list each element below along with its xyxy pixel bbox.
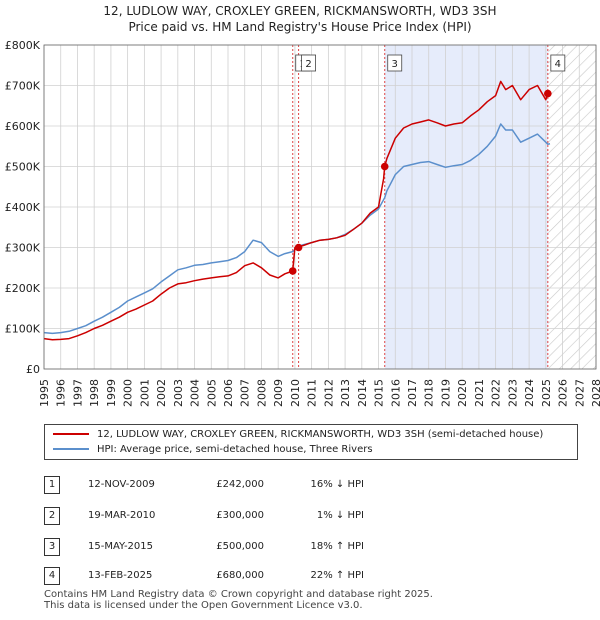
x-tick-label: 2007	[239, 379, 252, 407]
x-tick-label: 2017	[406, 379, 419, 407]
chart-title: 12, LUDLOW WAY, CROXLEY GREEN, RICKMANSW…	[103, 4, 497, 18]
sale-point	[288, 267, 297, 275]
sale-point	[294, 243, 303, 252]
y-tick-label: £200K	[5, 282, 41, 295]
sale-marker-box	[301, 54, 316, 72]
x-tick-label: 2011	[306, 379, 319, 407]
chart-legend: 12, LUDLOW WAY, CROXLEY GREEN, RICKMANSW…	[44, 424, 578, 460]
x-tick-label: 1998	[88, 379, 101, 407]
x-tick-label: 2015	[373, 379, 386, 407]
sale-price: £500,000	[216, 541, 264, 552]
sale-number-badge: 2	[44, 507, 60, 525]
y-tick-label: £100K	[5, 323, 41, 336]
legend-item-hpi: HPI: Average price, semi-detached house,…	[53, 443, 373, 457]
sale-number-badge: 1	[44, 476, 60, 494]
property-price-line	[43, 80, 549, 341]
plot-border	[43, 44, 597, 370]
sale-price: £680,000	[216, 570, 264, 581]
legend-label-property: 12, LUDLOW WAY, CROXLEY GREEN, RICKMANSW…	[97, 429, 544, 440]
x-tick-label: 2006	[222, 379, 235, 407]
sale-date: 19-MAR-2010	[88, 510, 156, 521]
sale-date: 13-FEB-2025	[88, 570, 153, 581]
sale-point	[380, 162, 389, 171]
x-tick-label: 2026	[557, 379, 570, 407]
x-tick-label: 2008	[255, 379, 268, 407]
sale-hpi-diff: 22% ↑ HPI	[310, 570, 364, 581]
y-tick-label: £500K	[5, 161, 41, 174]
sale-date: 15-MAY-2015	[88, 541, 154, 552]
footer-copyright: Contains HM Land Registry data © Crown c…	[44, 589, 433, 600]
x-tick-label: 2001	[138, 379, 151, 407]
y-tick-label: £0	[26, 363, 40, 376]
legend-item-property: 12, LUDLOW WAY, CROXLEY GREEN, RICKMANSW…	[53, 428, 543, 442]
x-tick-label: 2013	[339, 379, 352, 407]
x-tick-label: 2019	[439, 379, 452, 407]
x-tick-label: 2004	[189, 379, 202, 407]
sale-hpi-diff: 16% ↓ HPI	[310, 479, 364, 490]
x-tick-label: 2010	[289, 379, 302, 407]
sale-hpi-diff: 1% ↓ HPI	[316, 510, 364, 521]
sale-date: 12-NOV-2009	[88, 479, 155, 490]
x-tick-label: 1997	[71, 379, 84, 407]
x-tick-label: 2016	[389, 379, 402, 407]
sale-marker-label: 3	[392, 59, 398, 70]
sale-number-badge: 3	[44, 538, 60, 556]
x-tick-label: 2024	[523, 379, 536, 407]
x-tick-label: 1995	[38, 379, 51, 407]
y-tick-label: £800K	[5, 39, 41, 52]
legend-swatch-property	[53, 433, 89, 435]
sale-hpi-diff: 18% ↑ HPI	[310, 541, 364, 552]
x-tick-label: 2005	[205, 379, 218, 407]
x-tick-label: 2012	[322, 379, 335, 407]
sale-price: £242,000	[216, 479, 264, 490]
x-tick-label: 2027	[573, 379, 586, 407]
legend-label-hpi: HPI: Average price, semi-detached house,…	[97, 444, 373, 455]
footer-licence: This data is licensed under the Open Gov…	[44, 600, 363, 611]
y-tick-label: £700K	[5, 80, 41, 93]
sale-marker-label: 4	[555, 59, 561, 70]
x-tick-label: 1996	[55, 379, 68, 407]
legend-swatch-hpi	[53, 448, 89, 450]
sale-point	[544, 89, 552, 98]
y-tick-label: £400K	[5, 201, 41, 214]
x-tick-label: 1999	[105, 379, 118, 407]
x-tick-label: 2009	[272, 379, 285, 407]
sale-price: £300,000	[216, 510, 264, 521]
x-tick-label: 2028	[590, 379, 600, 407]
sale-number-badge: 4	[44, 567, 60, 585]
y-tick-label: £600K	[5, 120, 41, 133]
x-tick-label: 2014	[356, 379, 369, 407]
x-tick-label: 2000	[122, 379, 135, 407]
x-tick-label: 2023	[506, 379, 519, 407]
x-tick-label: 2021	[473, 379, 486, 407]
sale-marker-box	[387, 54, 403, 72]
x-tick-label: 2022	[490, 379, 503, 407]
x-tick-label: 2025	[540, 379, 553, 407]
chart-subtitle: Price paid vs. HM Land Registry's House …	[128, 20, 472, 34]
x-tick-label: 2020	[456, 379, 469, 407]
x-tick-label: 2003	[172, 379, 185, 407]
sale-marker-label: 2	[305, 59, 311, 70]
x-tick-label: 2002	[155, 379, 168, 407]
y-tick-label: £300K	[5, 242, 41, 255]
price-chart: 1234£0£100K£200K£300K£400K£500K£600K£700…	[5, 39, 600, 407]
sale-marker-box	[550, 54, 566, 72]
x-tick-label: 2018	[423, 379, 436, 407]
